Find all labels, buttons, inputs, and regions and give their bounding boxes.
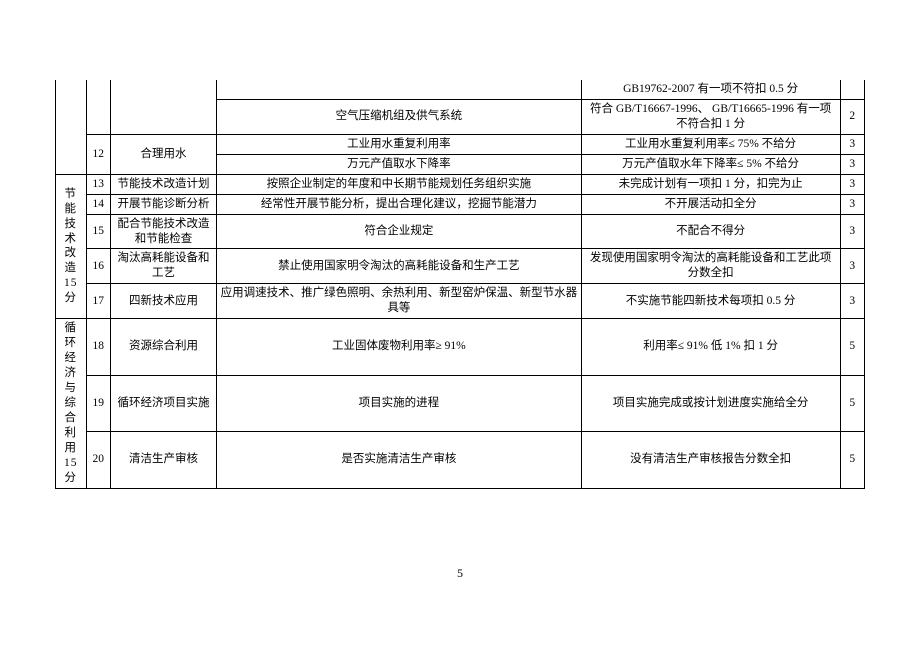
cell-score: 3 bbox=[840, 249, 864, 284]
cell-score: 3 bbox=[840, 134, 864, 154]
cell-score: 3 bbox=[840, 214, 864, 249]
cell-crit: 工业用水重复利用率≤ 75% 不给分 bbox=[581, 134, 840, 154]
cell-desc: 工业用水重复利用率 bbox=[216, 134, 581, 154]
cell-desc: 禁止使用国家明令淘汰的高耗能设备和生产工艺 bbox=[216, 249, 581, 284]
page-number: 5 bbox=[0, 566, 920, 581]
table-row: GB19762-2007 有一项不符扣 0.5 分 bbox=[56, 80, 865, 99]
cell-item: 配合节能技术改造和节能检查 bbox=[111, 214, 217, 249]
cell-cat-cont bbox=[56, 80, 87, 174]
cell-crit: 未完成计划有一项扣 1 分，扣完为止 bbox=[581, 174, 840, 194]
cell-score: 5 bbox=[840, 319, 864, 375]
cell-desc-cont bbox=[216, 80, 581, 99]
table-row: 15 配合节能技术改造和节能检查 符合企业规定 不配合不得分 3 bbox=[56, 214, 865, 249]
cell-crit: 项目实施完成或按计划进度实施给全分 bbox=[581, 375, 840, 431]
cell-desc: 项目实施的进程 bbox=[216, 375, 581, 431]
table-row: 循环经济与综合利用 15 分 18 资源综合利用 工业固体废物利用率≥ 91% … bbox=[56, 319, 865, 375]
cell-item-cont bbox=[111, 80, 217, 134]
cell-item: 循环经济项目实施 bbox=[111, 375, 217, 431]
cell-item: 开展节能诊断分析 bbox=[111, 194, 217, 214]
cell-desc: 万元产值取水下降率 bbox=[216, 154, 581, 174]
cell-num: 14 bbox=[86, 194, 110, 214]
cell-score: 5 bbox=[840, 375, 864, 431]
cell-desc: 工业固体废物利用率≥ 91% bbox=[216, 319, 581, 375]
cell-crit: 不开展活动扣全分 bbox=[581, 194, 840, 214]
cell-item: 资源综合利用 bbox=[111, 319, 217, 375]
cell-num: 16 bbox=[86, 249, 110, 284]
cell-crit: 不配合不得分 bbox=[581, 214, 840, 249]
cell-desc: 应用调速技术、推广绿色照明、余热利用、新型窑炉保温、新型节水器具等 bbox=[216, 284, 581, 319]
table-row: 17 四新技术应用 应用调速技术、推广绿色照明、余热利用、新型窑炉保温、新型节水… bbox=[56, 284, 865, 319]
cell-crit: GB19762-2007 有一项不符扣 0.5 分 bbox=[581, 80, 840, 99]
cell-item: 合理用水 bbox=[111, 134, 217, 174]
table-row: 14 开展节能诊断分析 经常性开展节能分析，提出合理化建议，挖掘节能潜力 不开展… bbox=[56, 194, 865, 214]
cell-crit: 发现使用国家明令淘汰的高耗能设备和工艺此项分数全扣 bbox=[581, 249, 840, 284]
cell-score-cont bbox=[840, 80, 864, 99]
cell-num: 18 bbox=[86, 319, 110, 375]
cell-item: 清洁生产审核 bbox=[111, 432, 217, 488]
cell-desc: 经常性开展节能分析，提出合理化建议，挖掘节能潜力 bbox=[216, 194, 581, 214]
cell-desc: 符合企业规定 bbox=[216, 214, 581, 249]
assessment-table: GB19762-2007 有一项不符扣 0.5 分 空气压缩机组及供气系统 符合… bbox=[55, 80, 865, 489]
cell-crit: 符合 GB/T16667-1996、 GB/T16665-1996 有一项不符合… bbox=[581, 99, 840, 134]
cell-num: 15 bbox=[86, 214, 110, 249]
table-row: 20 清洁生产审核 是否实施清洁生产审核 没有清洁生产审核报告分数全扣 5 bbox=[56, 432, 865, 488]
cell-score: 3 bbox=[840, 154, 864, 174]
cell-cat: 节 能 技 术 改 造 15 分 bbox=[56, 174, 87, 319]
cell-item: 淘汰高耗能设备和工艺 bbox=[111, 249, 217, 284]
cell-cat: 循环经济与综合利用 15 分 bbox=[56, 319, 87, 488]
cell-item: 节能技术改造计划 bbox=[111, 174, 217, 194]
cell-num: 13 bbox=[86, 174, 110, 194]
cell-score: 2 bbox=[840, 99, 864, 134]
cell-desc: 是否实施清洁生产审核 bbox=[216, 432, 581, 488]
table-row: 12 合理用水 工业用水重复利用率 工业用水重复利用率≤ 75% 不给分 3 bbox=[56, 134, 865, 154]
cell-crit: 没有清洁生产审核报告分数全扣 bbox=[581, 432, 840, 488]
table-row: 19 循环经济项目实施 项目实施的进程 项目实施完成或按计划进度实施给全分 5 bbox=[56, 375, 865, 431]
table-row: 16 淘汰高耗能设备和工艺 禁止使用国家明令淘汰的高耗能设备和生产工艺 发现使用… bbox=[56, 249, 865, 284]
cell-score: 3 bbox=[840, 194, 864, 214]
cell-score: 3 bbox=[840, 284, 864, 319]
cell-num: 19 bbox=[86, 375, 110, 431]
cell-crit: 利用率≤ 91% 低 1% 扣 1 分 bbox=[581, 319, 840, 375]
cell-desc: 空气压缩机组及供气系统 bbox=[216, 99, 581, 134]
cell-score: 3 bbox=[840, 174, 864, 194]
cell-score: 5 bbox=[840, 432, 864, 488]
cell-num: 20 bbox=[86, 432, 110, 488]
cell-num: 12 bbox=[86, 134, 110, 174]
cell-crit: 不实施节能四新技术每项扣 0.5 分 bbox=[581, 284, 840, 319]
page: GB19762-2007 有一项不符扣 0.5 分 空气压缩机组及供气系统 符合… bbox=[0, 0, 920, 651]
cell-crit: 万元产值取水年下降率≤ 5% 不给分 bbox=[581, 154, 840, 174]
cell-desc: 按照企业制定的年度和中长期节能规划任务组织实施 bbox=[216, 174, 581, 194]
cell-num: 17 bbox=[86, 284, 110, 319]
cell-num-cont bbox=[86, 80, 110, 134]
table-row: 节 能 技 术 改 造 15 分 13 节能技术改造计划 按照企业制定的年度和中… bbox=[56, 174, 865, 194]
cell-item: 四新技术应用 bbox=[111, 284, 217, 319]
